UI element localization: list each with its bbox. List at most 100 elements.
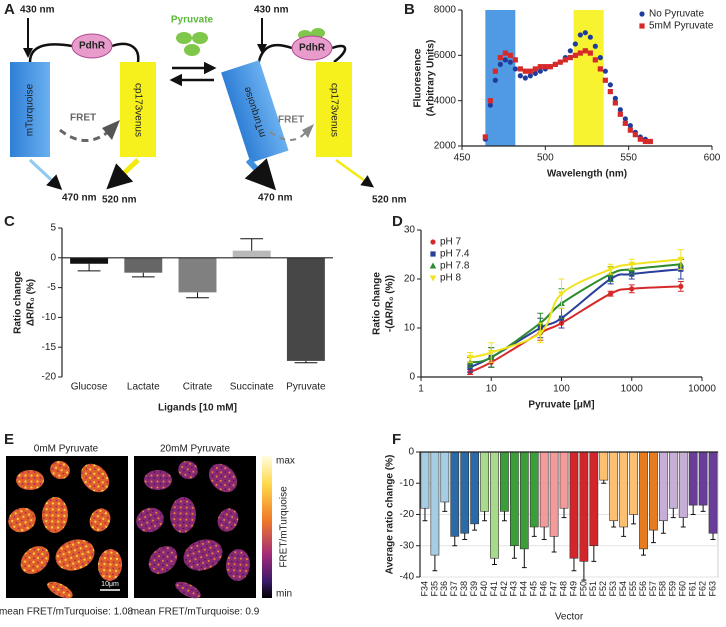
point: [629, 286, 635, 292]
point: [542, 64, 548, 70]
emission-arrow: [335, 158, 375, 188]
acceptor-label: cp173venus: [328, 83, 339, 137]
x-tick-label: F41: [489, 581, 499, 597]
error-bar: [680, 517, 686, 528]
linker: [256, 43, 293, 67]
point: [497, 55, 503, 61]
x-tick-label: F48: [558, 581, 568, 597]
bar: [639, 451, 648, 550]
point: [497, 61, 503, 67]
point: [502, 50, 508, 56]
acceptor: [120, 62, 156, 157]
y-axis-label: ΔR/R₀ (%): [26, 279, 37, 326]
panel-label: C: [4, 213, 15, 230]
point: [597, 66, 603, 72]
x-tick-label: F49: [568, 581, 578, 597]
linker: [28, 43, 73, 63]
point: [502, 57, 508, 63]
error-bar: [442, 502, 448, 512]
x-tick-label: 550: [620, 153, 637, 164]
donor-group: mTurquoise: [221, 60, 289, 163]
cell: [97, 549, 123, 581]
point: [487, 98, 493, 104]
donor-label: mTurquoise: [25, 83, 36, 136]
diagram-state: 430 nm PdhR mTurquoise cp173venus FRET 4…: [221, 5, 407, 206]
legend-marker: [639, 23, 645, 29]
bar: [460, 451, 470, 534]
error-bar: [591, 545, 597, 562]
bar: [470, 451, 480, 525]
x-tick-label: F35: [429, 581, 439, 597]
x-tick-label: F38: [459, 581, 469, 597]
image-caption: mean FRET/mTurquoise: 0.9: [131, 607, 260, 618]
point: [592, 43, 598, 49]
cell: [50, 460, 70, 480]
emission-arrow: [28, 158, 63, 191]
donor: [10, 62, 50, 157]
y-tick-label: 0: [409, 372, 415, 383]
error-bar: [541, 527, 547, 540]
x-axis-label: Wavelength (nm): [547, 169, 627, 180]
point: [622, 116, 628, 122]
x-tick-label: F57: [648, 581, 658, 597]
error-bar: [631, 514, 637, 525]
point: [547, 64, 553, 70]
molecule: [176, 32, 192, 44]
point: [632, 132, 638, 138]
point: [642, 138, 648, 145]
bar: [678, 451, 688, 518]
point: [512, 57, 518, 63]
point: [557, 59, 563, 65]
fit-line: [469, 285, 681, 374]
y-tick-label: 10: [404, 323, 416, 334]
emission-arrow: [106, 158, 140, 190]
x-tick-label: F36: [439, 581, 449, 597]
error-bar: [294, 360, 318, 364]
linker: [331, 44, 347, 63]
fret-head: [102, 120, 120, 140]
fret-arrow: [269, 131, 307, 141]
point: [587, 50, 593, 56]
y-tick-label: 6000: [434, 50, 457, 61]
point: [617, 107, 623, 113]
image-title: 0mM Pyruvate: [34, 444, 99, 455]
point: [607, 89, 613, 95]
point: [532, 70, 538, 77]
error-bar: [611, 520, 617, 528]
error-bar: [131, 272, 155, 278]
x-tick-label: F46: [539, 581, 549, 597]
fit-line: [469, 263, 681, 364]
bar: [430, 451, 440, 556]
fret-head: [302, 124, 314, 138]
x-tick-label: 100: [553, 384, 570, 395]
bar: [529, 451, 539, 528]
cell: [225, 549, 251, 581]
x-tick-label: F44: [519, 581, 529, 597]
x-axis-label: Pyruvate [μM]: [528, 400, 594, 411]
bar: [549, 451, 559, 537]
x-tick-label: 10000: [688, 384, 716, 395]
bar: [539, 451, 549, 528]
x-tick-label: F58: [658, 581, 668, 597]
x-tick-label: F37: [449, 581, 459, 597]
panel-label: A: [4, 1, 15, 18]
point: [537, 330, 544, 337]
x-tick-label: F59: [668, 581, 678, 597]
error-bar: [186, 292, 209, 299]
excitation-label: 430 nm: [254, 5, 289, 16]
ligand: Pyruvate: [169, 15, 217, 87]
cell: [144, 470, 172, 490]
bar: [599, 451, 609, 481]
sensor-label: PdhR: [299, 43, 326, 54]
y-axis-label: (Arbitrary Units): [426, 40, 437, 117]
error-bar: [641, 548, 646, 556]
cell: [47, 581, 73, 599]
bar: [178, 257, 217, 293]
cell: [178, 460, 198, 480]
point: [582, 30, 588, 36]
cell: [136, 507, 164, 533]
emission-label: 470 nm: [258, 193, 293, 204]
error-bar: [432, 555, 438, 572]
x-tick-label: F55: [628, 581, 638, 597]
